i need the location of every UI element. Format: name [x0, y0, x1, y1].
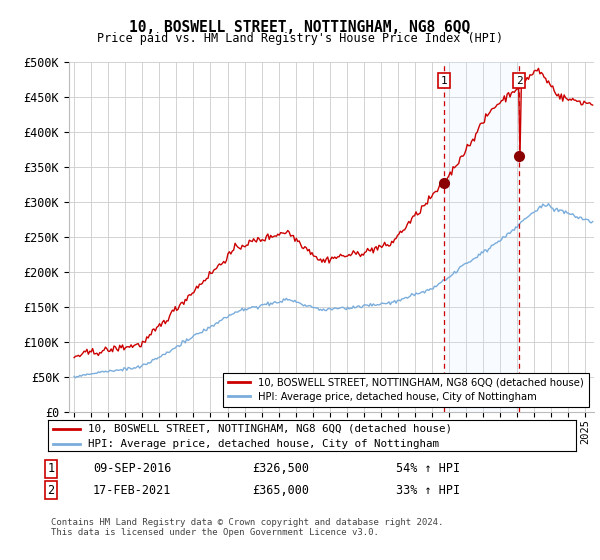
Text: 09-SEP-2016: 09-SEP-2016 — [93, 462, 172, 475]
Text: 1: 1 — [47, 462, 55, 475]
Text: 1: 1 — [440, 76, 447, 86]
Text: 17-FEB-2021: 17-FEB-2021 — [93, 483, 172, 497]
Text: 2: 2 — [47, 483, 55, 497]
Text: 10, BOSWELL STREET, NOTTINGHAM, NG8 6QQ (detached house): 10, BOSWELL STREET, NOTTINGHAM, NG8 6QQ … — [88, 423, 452, 433]
Text: 33% ↑ HPI: 33% ↑ HPI — [396, 483, 460, 497]
Text: 10, BOSWELL STREET, NOTTINGHAM, NG8 6QQ: 10, BOSWELL STREET, NOTTINGHAM, NG8 6QQ — [130, 20, 470, 35]
Legend: 10, BOSWELL STREET, NOTTINGHAM, NG8 6QQ (detached house), HPI: Average price, de: 10, BOSWELL STREET, NOTTINGHAM, NG8 6QQ … — [223, 372, 589, 407]
Bar — [444, 62, 520, 412]
Text: £365,000: £365,000 — [252, 483, 309, 497]
Text: £326,500: £326,500 — [252, 462, 309, 475]
Text: Contains HM Land Registry data © Crown copyright and database right 2024.
This d: Contains HM Land Registry data © Crown c… — [51, 518, 443, 538]
Text: Price paid vs. HM Land Registry's House Price Index (HPI): Price paid vs. HM Land Registry's House … — [97, 32, 503, 45]
Text: 2: 2 — [516, 76, 523, 86]
Text: HPI: Average price, detached house, City of Nottingham: HPI: Average price, detached house, City… — [88, 439, 439, 449]
Text: 54% ↑ HPI: 54% ↑ HPI — [396, 462, 460, 475]
